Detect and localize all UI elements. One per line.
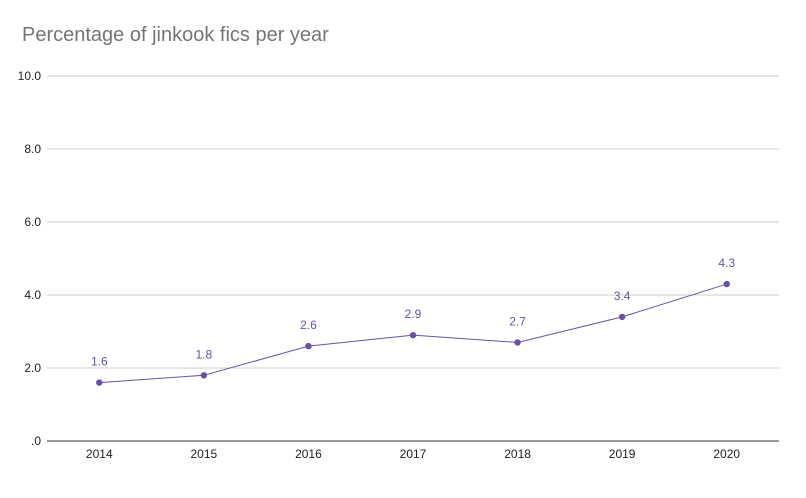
x-tick-label: 2014 [86, 447, 113, 461]
x-tick-label: 2017 [400, 447, 427, 461]
y-tick-label: 2.0 [24, 361, 41, 375]
x-tick-labels: 2014 2015 2016 2017 2018 2019 2020 [86, 447, 740, 461]
y-tick-labels: .0 2.0 4.0 6.0 8.0 10.0 [18, 69, 42, 448]
data-point [618, 313, 626, 321]
data-label: 2.7 [509, 314, 526, 328]
gridlines [47, 75, 779, 369]
data-label: 2.6 [300, 318, 317, 332]
data-point [200, 372, 208, 379]
data-point [305, 342, 312, 350]
y-tick-label: .0 [31, 434, 41, 448]
y-tick-label: 6.0 [24, 215, 41, 229]
data-point [96, 379, 103, 386]
chart-title: Percentage of jinkook fics per year [22, 24, 329, 46]
data-label: 1.6 [91, 355, 108, 369]
data-label: 4.3 [718, 256, 735, 270]
x-tick-label: 2020 [713, 447, 740, 461]
y-tick-label: 8.0 [24, 142, 41, 156]
data-label: 1.8 [196, 347, 213, 361]
x-tick-label: 2015 [191, 447, 218, 461]
y-tick-label: 10.0 [18, 69, 42, 83]
x-tick-label: 2016 [295, 447, 322, 461]
data-labels: 1.6 1.8 2.6 2.9 2.7 3.4 4.3 [91, 256, 735, 369]
data-point [723, 280, 730, 288]
x-tick-label: 2019 [609, 447, 636, 461]
data-point [409, 331, 417, 339]
data-point [514, 339, 521, 346]
data-label: 2.9 [405, 307, 422, 321]
series-line-group [96, 280, 730, 386]
y-tick-label: 4.0 [24, 288, 41, 302]
x-tick-label: 2018 [504, 447, 531, 461]
data-label: 3.4 [614, 289, 631, 303]
